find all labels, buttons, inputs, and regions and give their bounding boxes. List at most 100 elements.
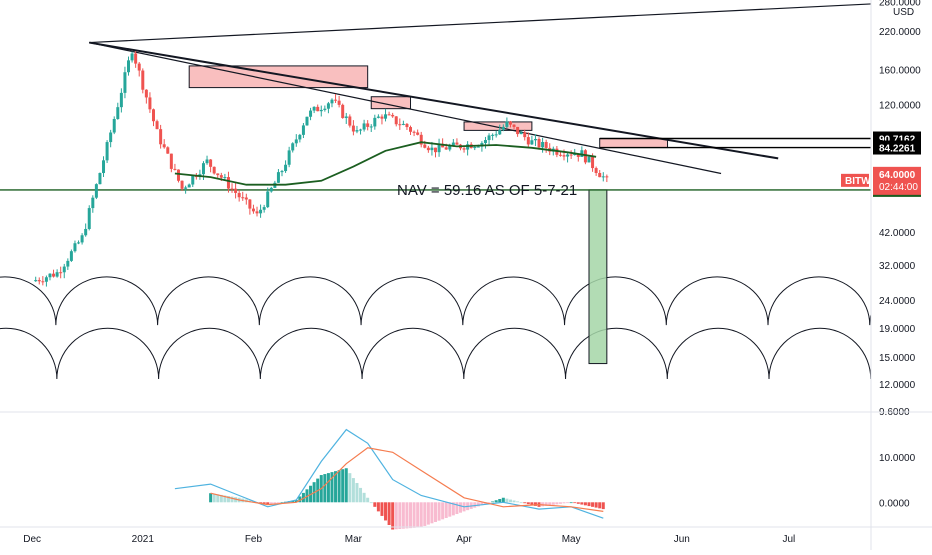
candle-body	[419, 134, 423, 145]
macd-histogram-bar	[598, 502, 602, 509]
candle-body	[448, 145, 452, 150]
candle-body	[105, 142, 109, 161]
candle-body	[355, 130, 359, 132]
macd-histogram-bar	[487, 502, 491, 504]
macd-histogram-bar	[391, 502, 395, 530]
candle-body	[184, 187, 188, 189]
candle-body	[123, 72, 127, 93]
candle-body	[401, 123, 405, 125]
candle-body	[305, 116, 309, 126]
candle-body	[98, 173, 102, 185]
candle-body	[516, 126, 520, 135]
time-axis[interactable]: Dec 2021 Feb Mar Apr May Jun Jul	[23, 534, 795, 545]
candle-body	[387, 114, 391, 116]
candle-body	[162, 144, 166, 148]
candle-body	[116, 107, 120, 119]
candle-body	[533, 138, 537, 141]
time-tick-label: Dec	[23, 534, 41, 545]
price-tick-label: 160.0000	[879, 66, 921, 77]
macd-histogram-bar	[573, 502, 577, 504]
candle-body	[526, 137, 530, 145]
candle-body	[501, 126, 505, 130]
cycle-arc-row	[0, 276, 932, 326]
macd-histogram-bar	[230, 496, 234, 503]
last-price-value: 64.0000	[879, 170, 916, 181]
candle-body	[91, 197, 95, 209]
macd-histogram-bar	[294, 500, 298, 503]
macd-histogram-bar	[362, 492, 366, 503]
candle-body	[144, 89, 148, 98]
macd-histogram-bar	[523, 502, 527, 504]
price-axis[interactable]: USD 280.0000220.0000160.0000120.000070.0…	[871, 0, 932, 418]
candle-body	[230, 188, 234, 190]
macd-histogram-bar	[269, 502, 273, 504]
macd-histogram-bar	[594, 502, 598, 508]
candle-body	[187, 184, 191, 188]
candle-body	[362, 123, 366, 130]
macd-histogram-bar	[423, 502, 427, 526]
candle-body	[344, 116, 348, 118]
price-tick-label: 19.0000	[879, 324, 916, 335]
candle-body	[398, 124, 402, 126]
candle-body	[508, 121, 512, 125]
candle-body	[494, 134, 498, 136]
candle-body	[541, 141, 545, 148]
macd-histogram-bar	[398, 502, 402, 529]
macd-histogram-bar	[430, 502, 434, 524]
macd-histogram-bar	[569, 502, 573, 504]
candle-body	[94, 184, 98, 198]
candle-body	[294, 139, 298, 144]
candle-body	[280, 171, 284, 173]
candle-body	[241, 197, 245, 199]
candle-body	[166, 147, 170, 154]
macd-line	[174, 428, 604, 519]
candle-body	[444, 147, 448, 150]
candle-body	[137, 63, 141, 71]
candle-body	[473, 146, 477, 149]
candle-body	[476, 146, 480, 148]
macd-histogram-bar	[505, 498, 509, 503]
candle-body	[505, 121, 509, 127]
candle-body	[601, 176, 605, 178]
macd-histogram-bar	[544, 502, 548, 506]
macd-histogram-bar	[508, 499, 512, 503]
candle-body	[59, 272, 63, 274]
macd-histogram-bar	[533, 502, 537, 506]
candle-body	[359, 129, 363, 131]
candle-body	[583, 150, 587, 163]
macd-histogram-bar	[359, 487, 363, 503]
candle-body	[373, 117, 377, 127]
candle-body	[173, 168, 177, 170]
candle-body	[487, 135, 491, 141]
candle-body	[130, 53, 134, 61]
candle-body	[466, 144, 470, 150]
macd-histogram-bar	[551, 502, 555, 505]
macd-histogram-bar	[501, 497, 505, 503]
candle-body	[384, 114, 388, 119]
zone-rect	[463, 121, 533, 131]
price-tick-label: 280.0000	[879, 0, 921, 9]
macd-tick-label: 0.0000	[879, 498, 910, 509]
candle-body	[298, 134, 302, 140]
candle-body	[580, 150, 584, 157]
macd-histogram-bar	[369, 502, 373, 504]
macd-tick-label: 10.0000	[879, 453, 916, 464]
price-tick-label: 15.0000	[879, 353, 916, 364]
macd-histogram-bar	[216, 494, 220, 503]
candle-body	[201, 163, 205, 175]
candle-body	[44, 277, 48, 282]
candle-body	[519, 132, 523, 135]
price-tag-label: 90.7162	[879, 135, 916, 146]
time-tick-label: May	[562, 534, 581, 545]
candle-body	[259, 209, 263, 214]
macd-histogram-bar	[280, 502, 284, 504]
macd-histogram-bar	[576, 502, 580, 504]
candle-body	[423, 144, 427, 148]
candle-body	[462, 148, 466, 150]
macd-axis: 10.0000 0.0000	[879, 453, 916, 509]
macd-histogram-bar	[298, 496, 302, 503]
macd-histogram-bar	[259, 502, 263, 504]
